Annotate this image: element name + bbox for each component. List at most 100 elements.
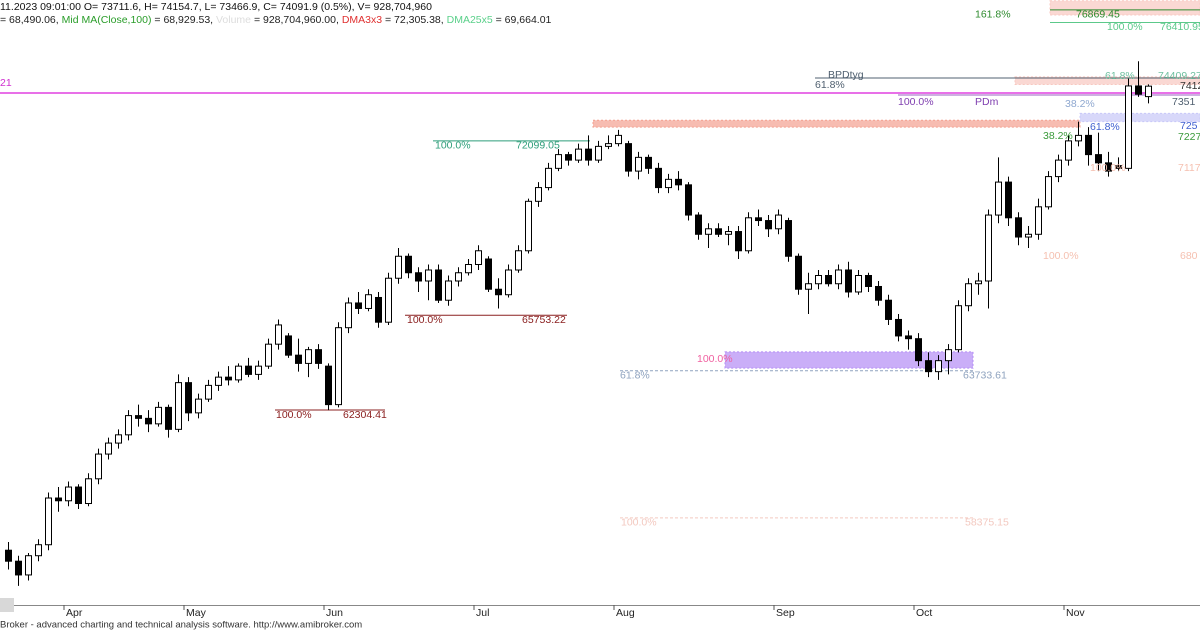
candle-body	[305, 349, 312, 364]
candle-body	[355, 302, 362, 309]
subheader-part: DMA3x3	[342, 14, 382, 26]
zone	[1049, 0, 1200, 16]
subheader-part: DMA25x5	[447, 14, 493, 26]
subheader-part: Mid MA(Close,100)	[62, 14, 152, 26]
candles	[5, 61, 1152, 586]
x-tick-label: Aug	[616, 607, 635, 619]
candle-body	[1135, 85, 1142, 95]
candle-body	[485, 258, 492, 290]
candle-body	[215, 376, 222, 386]
annotation: 7351	[1172, 96, 1196, 108]
candle-body	[705, 228, 712, 235]
candle-body	[455, 272, 462, 282]
candle-body	[915, 338, 922, 362]
candle-body	[195, 398, 202, 414]
candle-body	[715, 228, 722, 235]
candle-body	[935, 360, 942, 373]
level-lines	[0, 9, 1200, 519]
annotation: 100.0%	[697, 353, 733, 365]
candle-body	[35, 544, 42, 557]
annotation: 725	[1180, 120, 1198, 132]
candle-body	[155, 406, 162, 425]
zones	[592, 0, 1200, 369]
fib-price: 65753.22	[522, 314, 566, 326]
subheader-part: = 928,704,960.00,	[251, 14, 342, 26]
candle-body	[65, 486, 72, 502]
candle-body	[1145, 85, 1152, 98]
fib-price: 62304.41	[343, 409, 387, 421]
candle-body	[875, 285, 882, 301]
candle-body	[735, 231, 742, 252]
candle-body	[1035, 206, 1042, 235]
zone	[592, 119, 1081, 128]
candle-body	[995, 181, 1002, 216]
x-tick-label: Jul	[476, 607, 489, 619]
candle-body	[795, 255, 802, 290]
annotation: 7117	[1178, 162, 1200, 174]
footer: Broker - advanced charting and technical…	[0, 620, 362, 630]
candle-body	[315, 349, 322, 364]
candle-body	[925, 360, 932, 373]
candle-body	[575, 148, 582, 161]
candle-body	[665, 178, 672, 189]
candle-body	[625, 143, 632, 172]
annotation: 74409.27	[1158, 70, 1200, 82]
candle-body	[15, 560, 22, 576]
annotation: 61.8%	[1090, 121, 1120, 133]
subheader: = 68,490.06, Mid MA(Close,100) = 68,929.…	[0, 14, 552, 26]
candle-body	[515, 250, 522, 271]
subheader-part: = 69,664.01	[493, 14, 552, 26]
candle-body	[965, 283, 972, 307]
candle-body	[975, 280, 982, 285]
annotation: 61.8%	[815, 79, 845, 91]
candle-body	[115, 434, 122, 444]
fib-price: 72099.05	[516, 140, 560, 152]
candle-body	[495, 288, 502, 296]
candle-body	[385, 277, 392, 323]
candle-body	[945, 349, 952, 362]
candle-body	[1045, 176, 1052, 208]
candle-body	[245, 365, 252, 375]
candle-body	[165, 406, 172, 430]
candle-body	[525, 200, 532, 252]
candle-body	[545, 167, 552, 189]
candle-body	[505, 269, 512, 296]
candle-body	[595, 145, 602, 161]
candle-body	[1055, 159, 1062, 178]
candle-body	[375, 296, 382, 323]
candle-body	[605, 143, 612, 147]
annotation: 680	[1180, 250, 1198, 262]
candle-body	[55, 497, 62, 502]
candle-body	[1005, 181, 1012, 219]
candle-body	[855, 274, 862, 293]
labels: 100.0% 62304.41 100.0% 65753.22 100.0% 72099.…	[0, 9, 1200, 529]
annotation: 7412	[1180, 80, 1200, 92]
candle-body	[225, 376, 232, 381]
header: 11.2023 09:01:00 O= 73711.6, H= 74154.7,…	[0, 1, 432, 13]
candle-body	[565, 154, 572, 161]
annotation: 7227	[1178, 131, 1200, 143]
candle-body	[615, 134, 622, 145]
candle-body	[535, 187, 542, 202]
candle-body	[325, 365, 332, 406]
x-tick-label: Oct	[916, 607, 932, 619]
candle-body	[445, 280, 452, 301]
candle-body	[655, 167, 662, 189]
candle-body	[905, 335, 912, 340]
candle-body	[135, 415, 142, 419]
candle-body	[405, 255, 412, 274]
candle-body	[95, 453, 102, 480]
candle-body	[765, 220, 772, 230]
candle-body	[725, 231, 732, 235]
zone	[1014, 76, 1200, 86]
candle-body	[275, 324, 282, 345]
candle-body	[835, 269, 842, 285]
candle-body	[1125, 85, 1132, 169]
candle-body	[435, 269, 442, 301]
annotation: 100.0%	[898, 96, 934, 108]
candle-body	[285, 335, 292, 356]
zone	[1079, 112, 1200, 123]
candle-body	[1095, 154, 1102, 164]
